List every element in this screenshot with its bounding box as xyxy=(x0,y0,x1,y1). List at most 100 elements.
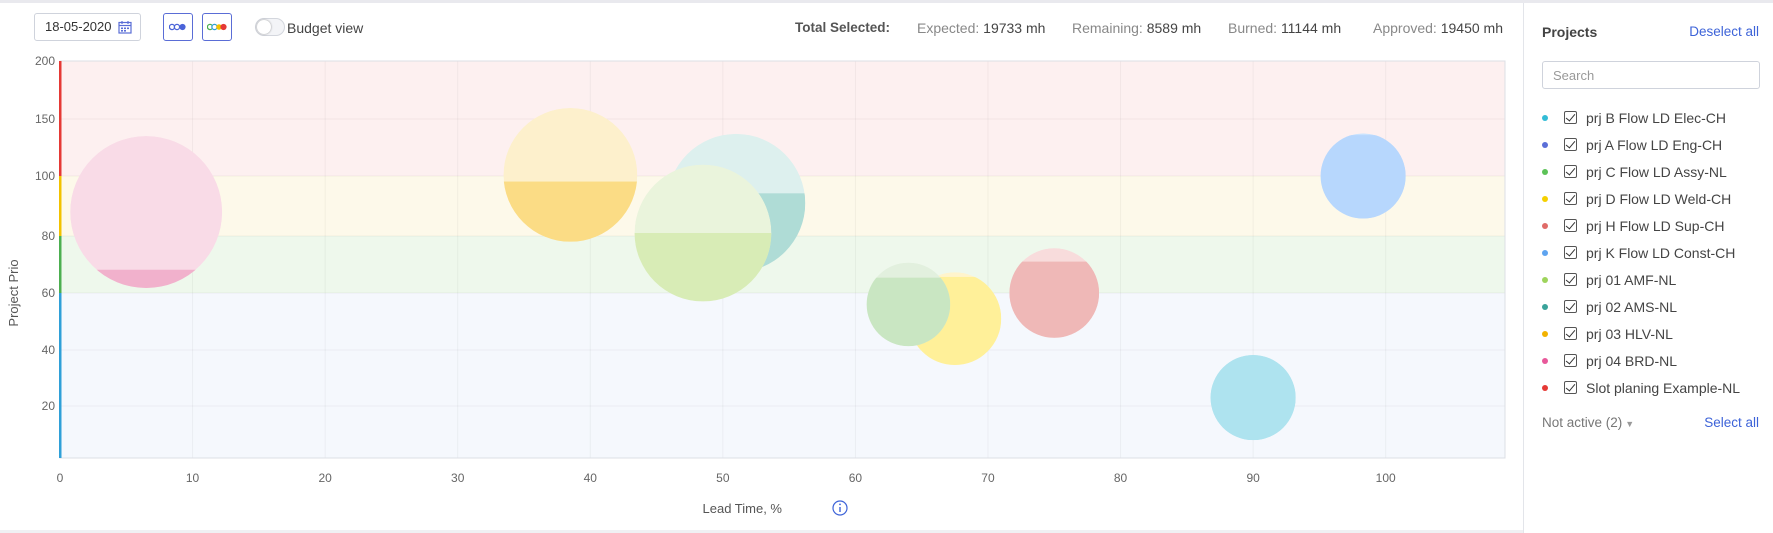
project-item[interactable]: prj C Flow LD Assy-NL xyxy=(1542,158,1767,185)
projects-sidebar: Projects Deselect all prj B Flow LD Elec… xyxy=(1523,3,1773,533)
project-checkbox[interactable] xyxy=(1564,354,1577,367)
project-item[interactable]: prj 04 BRD-NL xyxy=(1542,347,1767,374)
project-checkbox[interactable] xyxy=(1564,219,1577,232)
x-tick-label: 80 xyxy=(1114,471,1128,485)
project-checkbox[interactable] xyxy=(1564,192,1577,205)
bubble-background xyxy=(70,136,223,288)
project-checkbox[interactable] xyxy=(1564,246,1577,259)
x-tick-label: 50 xyxy=(716,471,730,485)
x-tick-label: 20 xyxy=(318,471,332,485)
project-name: prj A Flow LD Eng-CH xyxy=(1586,136,1723,153)
project-item[interactable]: prj K Flow LD Const-CH xyxy=(1542,239,1767,266)
budget-view-label: Budget view xyxy=(287,20,364,36)
y-axis-label: Project Prio xyxy=(6,259,21,326)
project-name: prj D Flow LD Weld-CH xyxy=(1586,190,1732,207)
x-tick-label: 90 xyxy=(1246,471,1260,485)
project-item[interactable]: prj 03 HLV-NL xyxy=(1542,320,1767,347)
x-tick-label: 10 xyxy=(186,471,200,485)
project-checkbox[interactable] xyxy=(1564,138,1577,151)
project-name: prj H Flow LD Sup-CH xyxy=(1586,217,1725,234)
bubbles xyxy=(70,107,1406,441)
project-color-dot xyxy=(1542,357,1548,364)
project-search-input[interactable] xyxy=(1542,61,1760,89)
project-item[interactable]: prj 02 AMS-NL xyxy=(1542,293,1767,320)
y-tick-label: 20 xyxy=(42,399,56,413)
mono-color-button[interactable] xyxy=(163,13,193,41)
x-tick-label: 60 xyxy=(849,471,863,485)
deselect-all-link[interactable]: Deselect all xyxy=(1689,24,1759,39)
bubble-fill xyxy=(1210,355,1296,441)
y-tick-label: 200 xyxy=(35,54,55,68)
project-name: prj B Flow LD Elec-CH xyxy=(1586,109,1727,126)
not-active-dropdown[interactable]: Not active (2) ▼ xyxy=(1542,415,1635,430)
toggle-knob xyxy=(257,20,271,34)
project-color-dot xyxy=(1542,276,1548,283)
project-color-dot xyxy=(1542,168,1548,175)
select-all-link[interactable]: Select all xyxy=(1704,415,1759,430)
project-item[interactable]: prj B Flow LD Elec-CH xyxy=(1542,104,1767,131)
project-name: prj 01 AMF-NL xyxy=(1586,271,1677,288)
date-value: 18-05-2020 xyxy=(45,19,112,34)
project-checkbox[interactable] xyxy=(1564,273,1577,286)
caret-down-icon: ▼ xyxy=(1625,419,1635,429)
total-selected-label: Total Selected: xyxy=(795,20,891,35)
project-checkbox[interactable] xyxy=(1564,381,1577,394)
bubble-fill xyxy=(1320,135,1406,219)
project-color-dot xyxy=(1542,249,1548,256)
x-tick-label: 70 xyxy=(981,471,995,485)
project-color-dot xyxy=(1542,330,1548,337)
project-name: prj 02 AMS-NL xyxy=(1586,298,1678,315)
project-name: prj 03 HLV-NL xyxy=(1586,325,1673,342)
remaining-stat: Remaining: 8589 mh xyxy=(1072,20,1202,36)
budget-view-toggle[interactable] xyxy=(255,18,285,36)
priority-edge-segment xyxy=(59,293,62,458)
project-checkbox[interactable] xyxy=(1564,300,1577,313)
project-name: prj 04 BRD-NL xyxy=(1586,352,1678,369)
x-tick-label: 40 xyxy=(584,471,598,485)
project-name: prj K Flow LD Const-CH xyxy=(1586,244,1736,261)
project-name: prj C Flow LD Assy-NL xyxy=(1586,163,1727,180)
bubble-prj-03-hlv-nl xyxy=(503,107,638,242)
date-picker[interactable]: 18-05-2020 xyxy=(34,13,141,41)
bubble-chart: 0 10 20 30 40 50 60 70 80 90 10020406080100150200 … xyxy=(6,54,1506,516)
x-tick-label: 0 xyxy=(57,471,64,485)
project-color-dot xyxy=(1542,303,1548,310)
bottom-border xyxy=(0,530,1523,533)
project-item[interactable]: prj A Flow LD Eng-CH xyxy=(1542,131,1767,158)
project-checkbox[interactable] xyxy=(1564,327,1577,340)
y-tick-label: 80 xyxy=(42,229,56,243)
bubble-prj-b-flow-ld-elec-ch xyxy=(1210,355,1296,441)
priority-edge-segment xyxy=(59,61,62,176)
bubble-prj-01-amf-nl xyxy=(634,164,772,302)
bubble-prj-k-flow-ld-const-ch xyxy=(1320,133,1406,219)
y-tick-label: 100 xyxy=(35,169,55,183)
approved-stat: Approved: 19450 mh xyxy=(1373,20,1503,36)
x-tick-label: 30 xyxy=(451,471,465,485)
bubble-fill xyxy=(866,277,951,347)
project-color-dot xyxy=(1542,222,1548,229)
project-item[interactable]: prj D Flow LD Weld-CH xyxy=(1542,185,1767,212)
multi-color-button[interactable] xyxy=(202,13,232,41)
bubble-prj-04-brd-nl xyxy=(70,136,223,288)
project-name: Slot planing Example-NL xyxy=(1586,379,1741,396)
project-checkbox[interactable] xyxy=(1564,165,1577,178)
priority-edge-segment xyxy=(59,236,62,293)
project-color-dot xyxy=(1542,114,1548,121)
bubble-prj-h-flow-ld-sup-ch xyxy=(1009,248,1100,338)
project-item[interactable]: prj 01 AMF-NL xyxy=(1542,266,1767,293)
x-axis-label: Lead Time, % xyxy=(703,501,783,516)
y-tick-label: 60 xyxy=(42,286,56,300)
project-item[interactable]: prj H Flow LD Sup-CH xyxy=(1542,212,1767,239)
project-color-dot xyxy=(1542,384,1548,391)
calendar-icon xyxy=(118,21,132,34)
projects-title: Projects xyxy=(1542,24,1598,40)
axis-ticks: 0 10 20 30 40 50 60 70 80 90 100 20 40 60 80 100 150 200 xyxy=(35,54,1396,485)
burned-stat: Burned: 11144 mh xyxy=(1228,20,1342,36)
project-checkbox[interactable] xyxy=(1564,111,1577,124)
bubble-fill xyxy=(1009,261,1100,338)
blue-dots-icon xyxy=(169,23,186,31)
y-tick-label: 150 xyxy=(35,112,55,126)
info-icon[interactable] xyxy=(832,500,848,516)
project-item[interactable]: Slot planing Example-NL xyxy=(1542,374,1767,401)
bubble-prj-c-flow-ld-assy-nl xyxy=(866,262,951,347)
